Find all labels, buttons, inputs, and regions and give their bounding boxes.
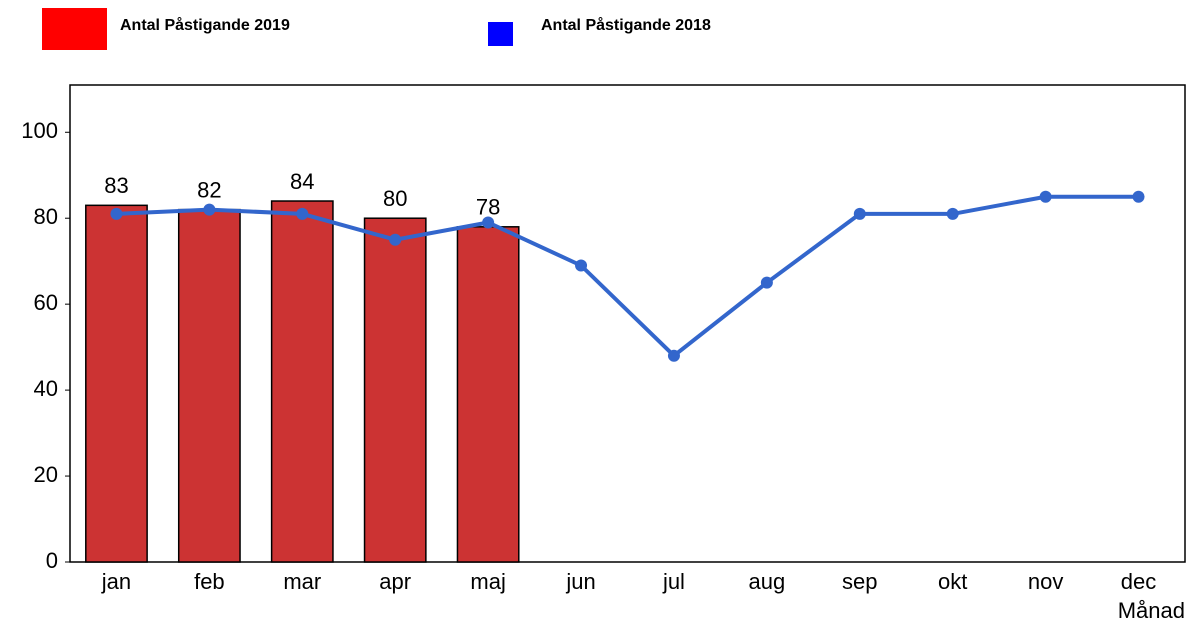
x-tick-label: okt: [938, 569, 967, 594]
point: [203, 203, 216, 216]
bar: [456, 226, 520, 563]
x-tick-label: nov: [1028, 569, 1063, 594]
point: [946, 207, 959, 220]
x-tick-label: maj: [470, 569, 505, 594]
point: [389, 233, 402, 246]
bar: [177, 208, 241, 563]
point: [296, 207, 309, 220]
point: [482, 216, 495, 229]
x-tick-label: sep: [842, 569, 877, 594]
x-tick-label: jul: [662, 569, 685, 594]
y-tick-label: 40: [34, 376, 58, 401]
legend-swatch: [42, 8, 107, 50]
y-tick-label: 60: [34, 290, 58, 315]
data-label: 82: [197, 177, 221, 202]
legend-label: Antal Påstigande 2019: [120, 16, 290, 34]
x-tick-label: aug: [749, 569, 786, 594]
point: [853, 207, 866, 220]
y-tick-label: 0: [46, 548, 58, 573]
point: [760, 276, 773, 289]
y-tick-label: 80: [34, 204, 58, 229]
legend-label: Antal Påstigande 2018: [541, 16, 711, 34]
x-tick-label: jun: [565, 569, 595, 594]
point: [110, 207, 123, 220]
y-tick-label: 20: [34, 462, 58, 487]
x-tick-label: apr: [379, 569, 411, 594]
x-tick-label: mar: [283, 569, 321, 594]
bar: [85, 204, 148, 563]
x-tick-label: dec: [1121, 569, 1156, 594]
point: [1132, 190, 1145, 203]
point: [667, 349, 680, 362]
data-label: 78: [476, 195, 500, 220]
data-label: 83: [104, 173, 128, 198]
x-tick-label: feb: [194, 569, 225, 594]
point: [1039, 190, 1052, 203]
data-label: 80: [383, 186, 407, 211]
legend-swatch: [488, 22, 513, 46]
point: [575, 259, 588, 272]
x-axis-label: Månad: [1118, 598, 1185, 623]
bar: [363, 217, 427, 563]
x-tick-label: jan: [101, 569, 131, 594]
plot-frame: [69, 84, 1186, 563]
line: [116, 194, 1139, 359]
bar: [270, 200, 334, 563]
y-tick-label: 100: [21, 118, 58, 143]
data-label: 84: [290, 169, 314, 194]
